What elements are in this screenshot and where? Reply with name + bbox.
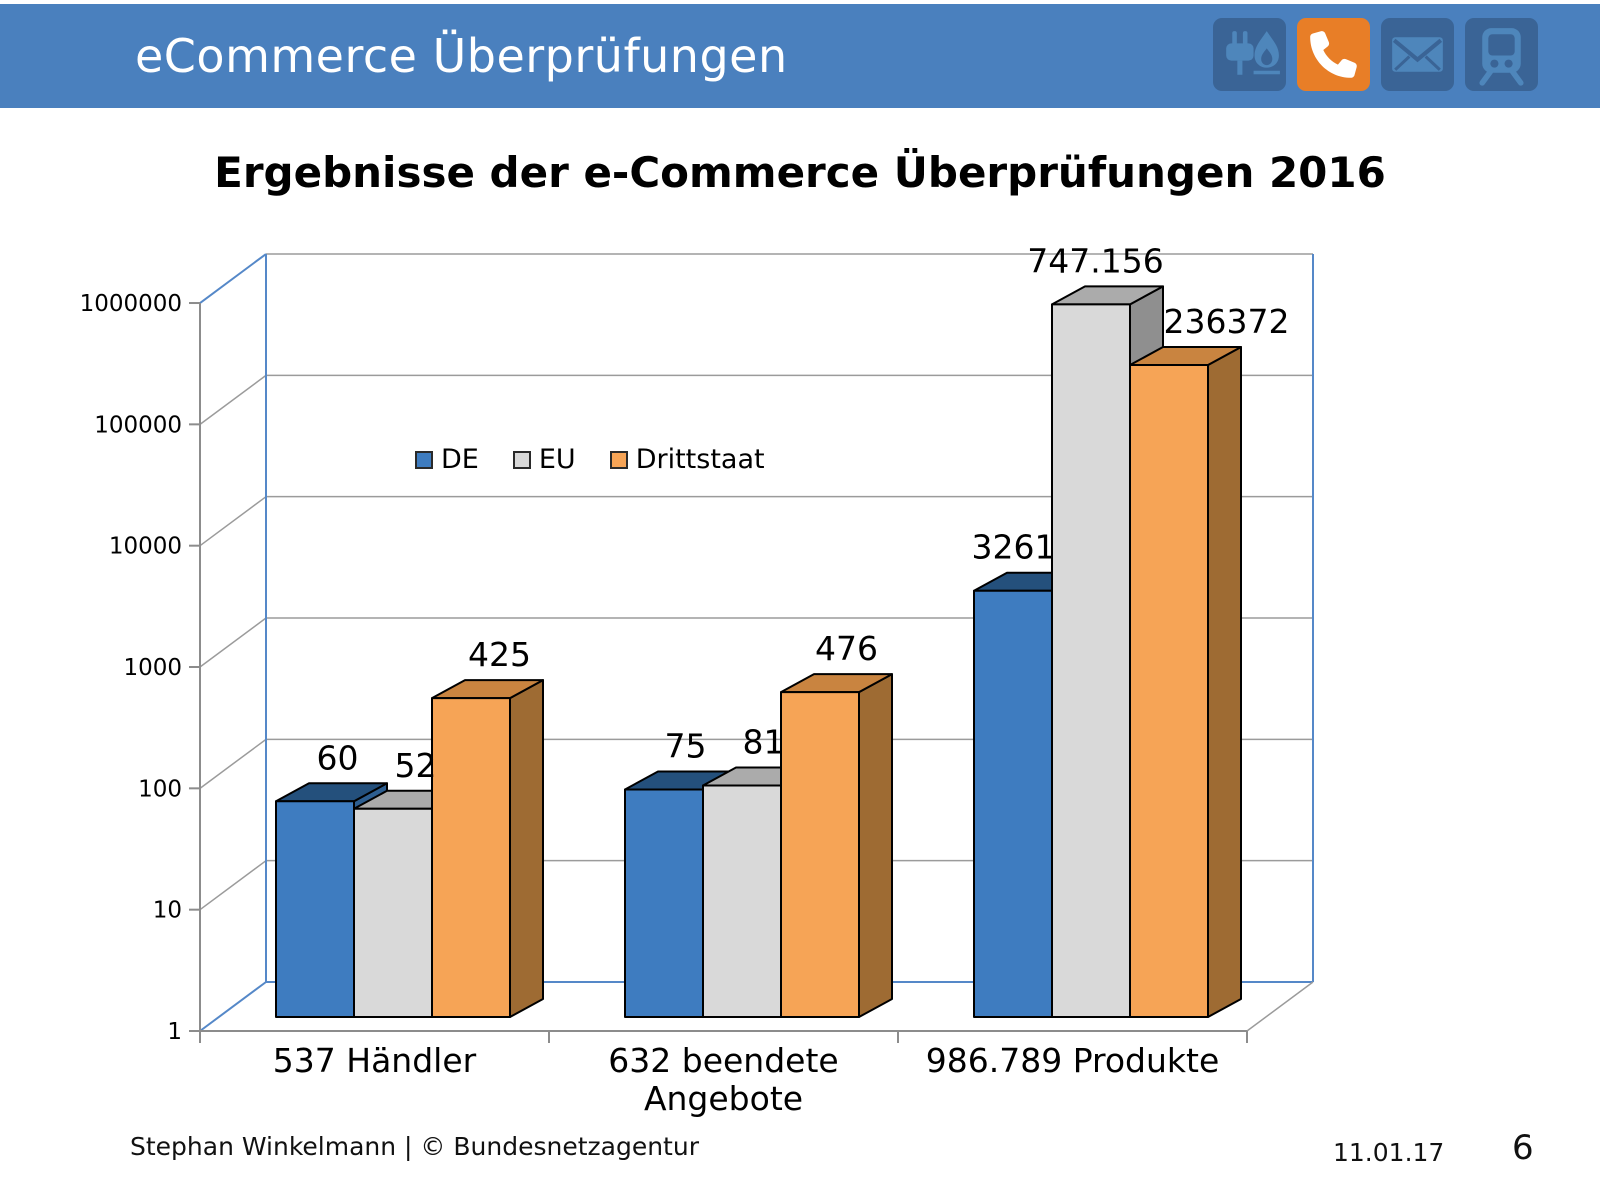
gridline-diagonal [199, 738, 267, 789]
data-label: 3261 [972, 528, 1056, 567]
bar-de-2-front [624, 788, 704, 1018]
y-axis-tick-label: 100000 [94, 412, 182, 438]
y-axis-tick-label: 1000000 [80, 291, 182, 317]
legend-item-drittstaat: Drittstaat [609, 444, 765, 475]
chart-legend: DE EU Drittstaat [415, 444, 765, 475]
y-axis-tick-label: 10 [153, 898, 182, 924]
data-label: 81 [743, 722, 785, 761]
bar-eu-3-front [1051, 303, 1131, 1018]
y-axis-tick-label: 10000 [109, 534, 182, 560]
legend-swatch [609, 450, 628, 469]
page-title: eCommerce Überprüfungen [135, 29, 788, 83]
bar-drittstaat-3-front [1129, 364, 1209, 1018]
bar-eu-1-front [353, 807, 433, 1018]
data-label: 60 [317, 738, 359, 777]
mail-icon-glyph [1392, 37, 1443, 72]
bar-drittstaat-3-side [1207, 346, 1242, 1018]
energy-icon-glyph [1226, 31, 1280, 75]
bar-de-3-front [973, 589, 1053, 1018]
train-icon-glyph [1479, 28, 1524, 86]
y-axis-tick-label: 100 [138, 776, 182, 802]
legend-swatch [415, 450, 433, 469]
gridline-diagonal [199, 374, 267, 425]
data-label: 75 [665, 726, 707, 765]
legend-swatch [512, 450, 531, 469]
train-icon[interactable] [1465, 18, 1538, 91]
floor-edge-right [1246, 981, 1314, 1032]
x-axis-category-label: Angebote [644, 1079, 803, 1118]
gridline-diagonal [199, 860, 267, 911]
x-axis-category-label: 632 beendete [608, 1041, 838, 1080]
phone-icon-glyph [1310, 31, 1357, 78]
gridline-diagonal [199, 496, 267, 547]
bar-drittstaat-2-side [858, 673, 893, 1018]
data-label: 425 [468, 635, 531, 674]
footer-page-number: 6 [1512, 1128, 1534, 1168]
gridline-diagonal [199, 981, 267, 1032]
data-label: 236372 [1164, 302, 1290, 341]
header-bar: eCommerce Überprüfungen [0, 4, 1600, 108]
footer-author: Stephan Winkelmann | © Bundesnetzagentur [130, 1132, 699, 1161]
header-icon-strip [1213, 18, 1538, 91]
mail-icon[interactable] [1381, 18, 1454, 91]
legend-item-de: DE [415, 444, 479, 475]
bar-de-1-front [275, 800, 355, 1018]
data-label: 476 [815, 629, 878, 668]
legend-label: EU [538, 444, 576, 475]
gridline-diagonal [199, 617, 267, 668]
legend-item-eu: EU [512, 444, 576, 475]
bar-eu-2-front [702, 784, 782, 1018]
data-label: 52 [395, 746, 437, 785]
x-axis-category-label: 986.789 Produkte [926, 1041, 1220, 1080]
bar-drittstaat-2-front [780, 691, 860, 1018]
footer-date: 11.01.17 [1333, 1138, 1445, 1167]
y-axis-tick-label: 1000 [123, 655, 182, 681]
legend-label: Drittstaat [635, 444, 765, 475]
energy-icon[interactable] [1213, 18, 1286, 91]
legend-label: DE [441, 444, 479, 475]
gridline-diagonal [199, 253, 267, 304]
y-axis-tick-label: 1 [167, 1019, 182, 1045]
bar-drittstaat-1-side [509, 679, 544, 1018]
phone-icon[interactable] [1297, 18, 1370, 91]
data-label: 747.156 [1027, 241, 1163, 280]
x-axis-category-label: 537 Händler [273, 1041, 477, 1080]
chart-title: Ergebnisse der e-Commerce Überprüfungen … [214, 148, 1386, 197]
bar-drittstaat-1-front [431, 697, 511, 1018]
